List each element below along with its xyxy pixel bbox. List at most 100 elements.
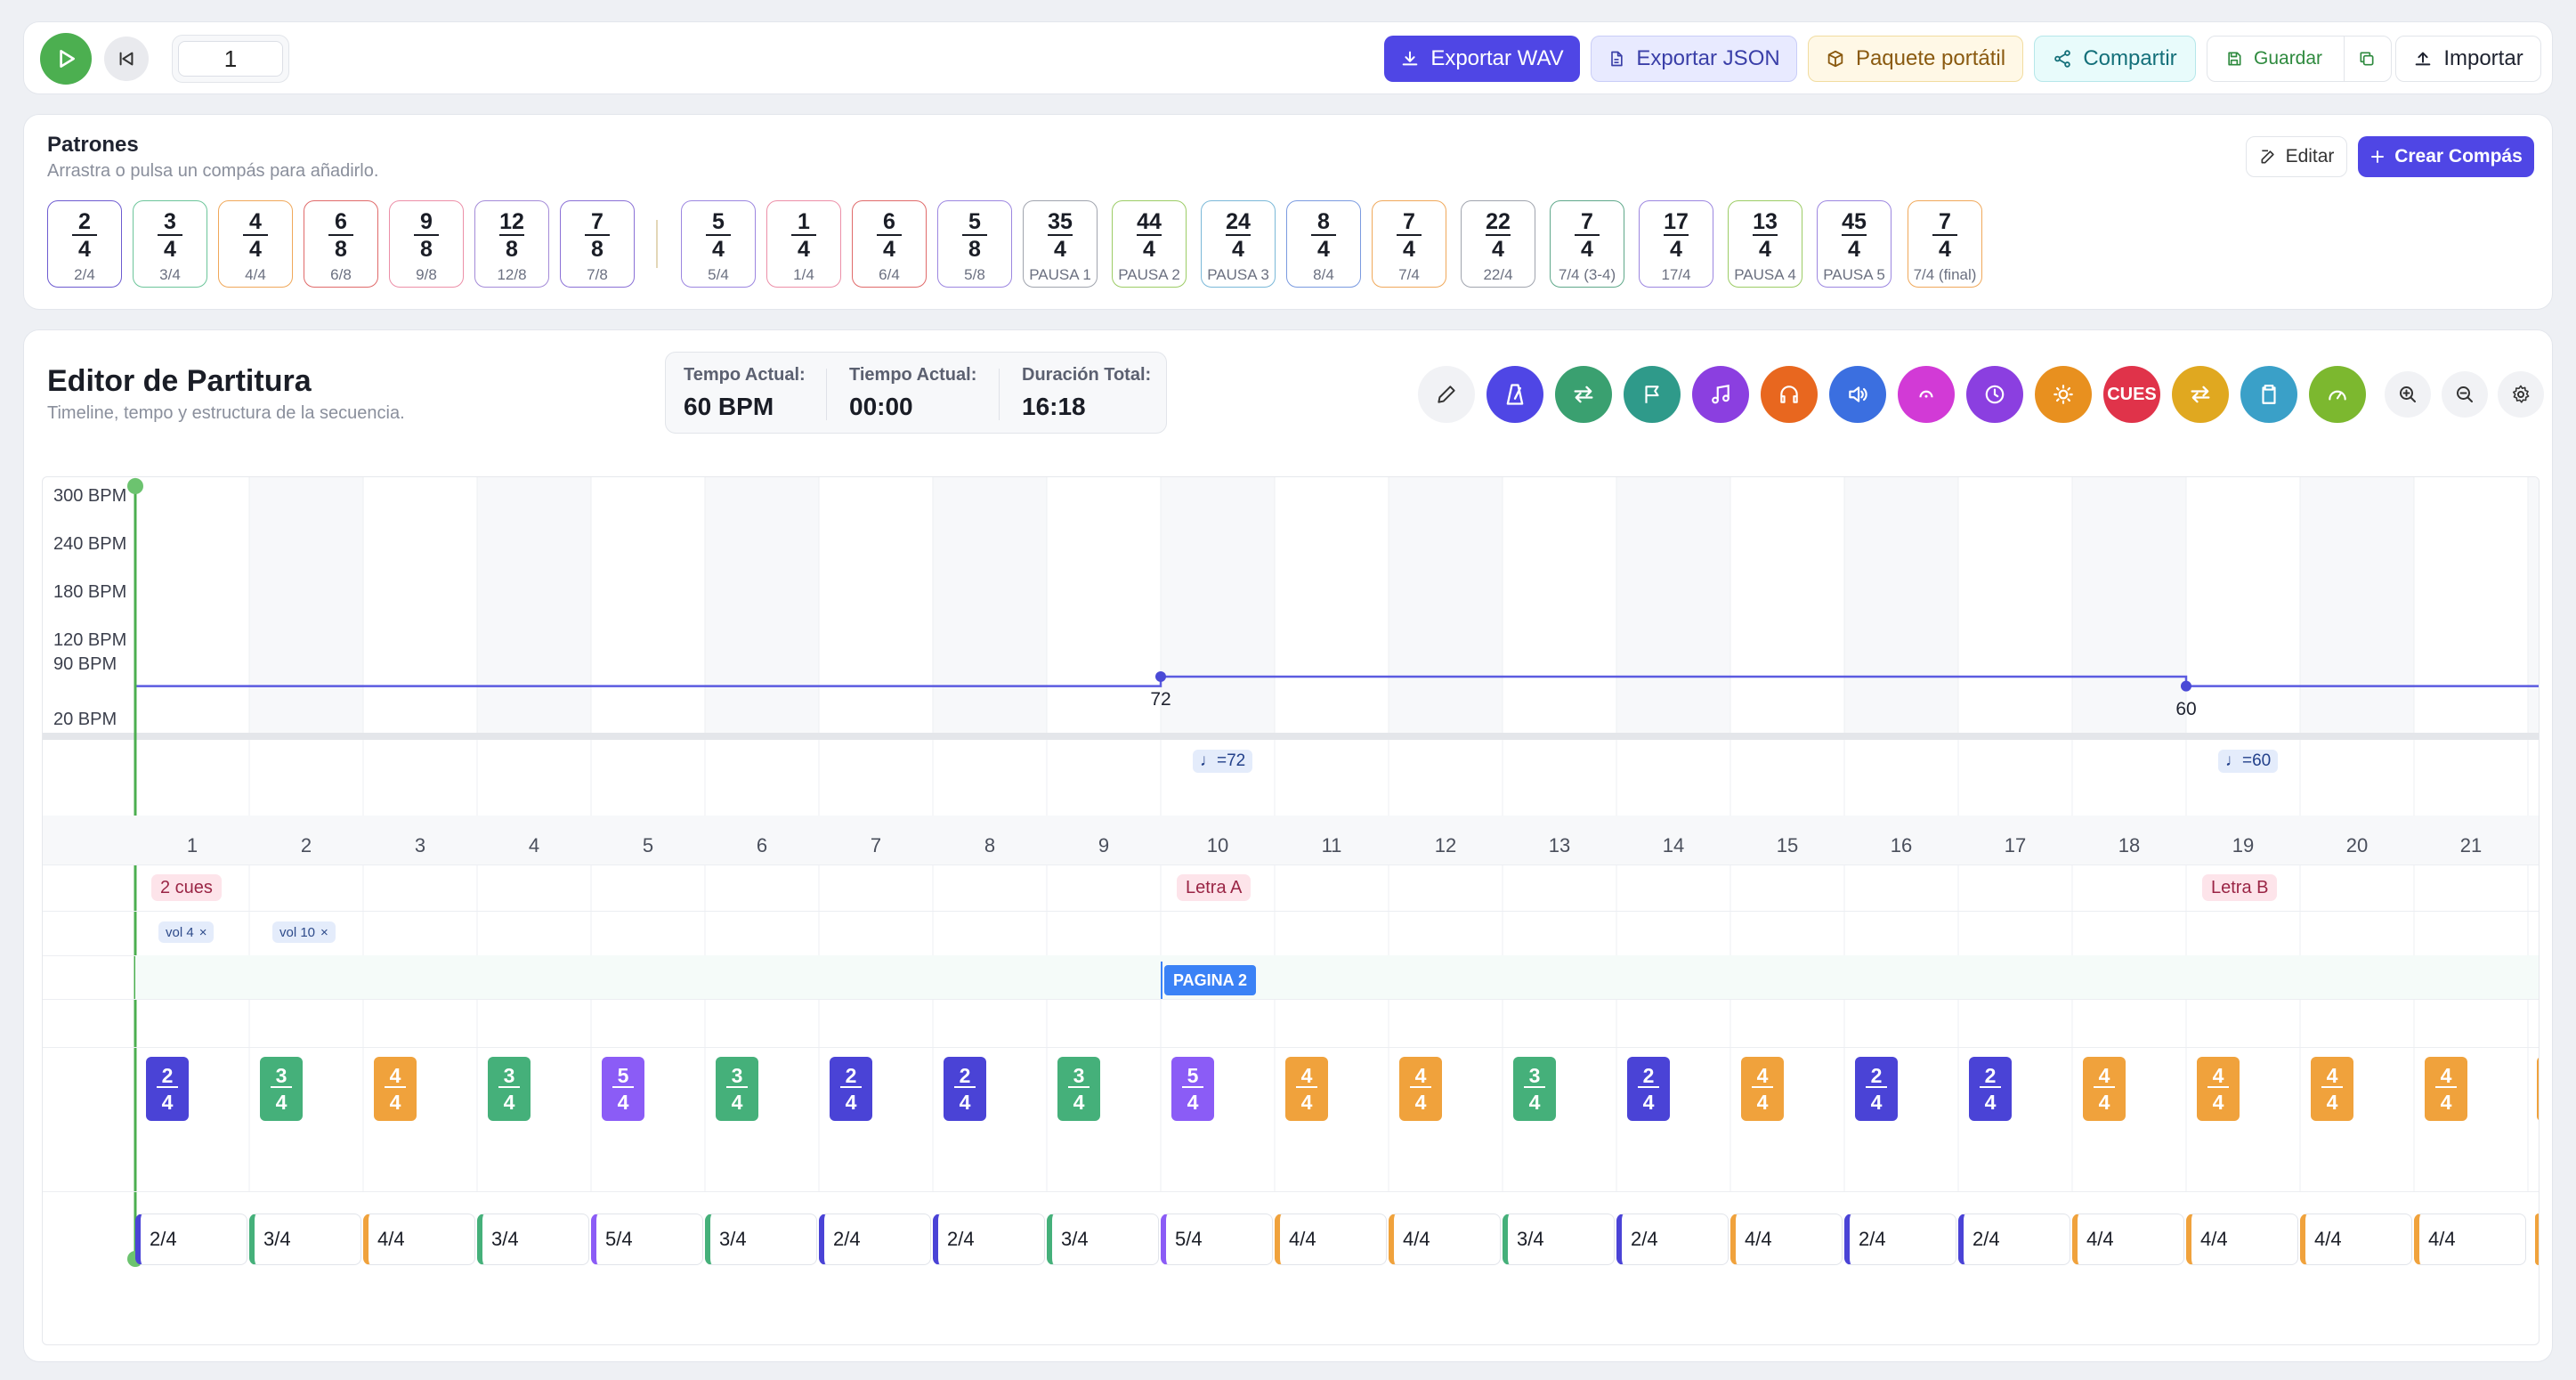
- pattern-card[interactable]: 35 4 PAUSA 1: [1023, 200, 1098, 288]
- bar-number[interactable]: 15: [1776, 834, 1799, 856]
- bar-number[interactable]: 18: [2118, 834, 2141, 856]
- pattern-card[interactable]: 17 4 17/4: [1639, 200, 1713, 288]
- bar-block[interactable]: 2/4: [819, 1214, 931, 1265]
- bar-block[interactable]: 3/4: [249, 1214, 361, 1265]
- settings-button[interactable]: [2498, 371, 2544, 418]
- clock-tool-button[interactable]: [1966, 366, 2023, 423]
- close-icon[interactable]: ×: [198, 924, 207, 940]
- bar-block[interactable]: 4/4: [363, 1214, 475, 1265]
- portable-package-button[interactable]: Paquete portátil: [1808, 36, 2023, 82]
- pattern-card[interactable]: 1 4 1/4: [766, 200, 841, 288]
- edit-patterns-button[interactable]: Editar: [2246, 136, 2347, 177]
- pattern-card[interactable]: 7 4 7/4 (3-4): [1550, 200, 1624, 288]
- bar-block[interactable]: 4/4: [2300, 1214, 2412, 1265]
- create-measure-button[interactable]: Crear Compás: [2358, 136, 2534, 177]
- pattern-card[interactable]: 22 4 22/4: [1461, 200, 1535, 288]
- marker-tool-button[interactable]: [1624, 366, 1681, 423]
- bar-block[interactable]: 4/4: [2072, 1214, 2184, 1265]
- pattern-card[interactable]: 5 8 5/8: [937, 200, 1012, 288]
- bar-block[interactable]: 2/4: [1844, 1214, 1956, 1265]
- volume-tool-button[interactable]: [1829, 366, 1886, 423]
- pattern-card[interactable]: 9 8 9/8: [389, 200, 464, 288]
- bar-number[interactable]: 4: [528, 834, 540, 856]
- bar-number[interactable]: 21: [2459, 834, 2483, 856]
- tempo-point[interactable]: [2181, 680, 2191, 692]
- light-tool-button[interactable]: [2035, 366, 2092, 423]
- speed-tool-button[interactable]: [2309, 366, 2366, 423]
- tempo-graph[interactable]: [43, 477, 2540, 1345]
- rehearsal-tag[interactable]: Letra B: [2202, 874, 2278, 901]
- bar-block[interactable]: 2/4: [1958, 1214, 2070, 1265]
- pattern-card[interactable]: 44 4 PAUSA 2: [1112, 200, 1187, 288]
- zoom-out-button[interactable]: [2442, 371, 2488, 418]
- bar-number[interactable]: 2: [300, 834, 312, 856]
- tempo-marker[interactable]: ♩=72: [1193, 750, 1253, 773]
- bar-number[interactable]: 14: [1662, 834, 1685, 856]
- bar-block[interactable]: 3/4: [705, 1214, 817, 1265]
- bar-block[interactable]: 3/4: [1047, 1214, 1159, 1265]
- note-tool-button[interactable]: [1692, 366, 1749, 423]
- pattern-card[interactable]: 45 4 PAUSA 5: [1817, 200, 1891, 288]
- pencil-tool-button[interactable]: [1418, 366, 1475, 423]
- zoom-in-button[interactable]: [2385, 371, 2431, 418]
- bar-number[interactable]: 13: [1548, 834, 1571, 856]
- bar-block[interactable]: 4/4: [2186, 1214, 2298, 1265]
- export-wav-button[interactable]: Exportar WAV: [1384, 36, 1580, 82]
- cues-tool-button[interactable]: CUES: [2103, 366, 2160, 423]
- bar-number[interactable]: 5: [642, 834, 654, 856]
- tempo-point[interactable]: [1155, 670, 1166, 682]
- pattern-card[interactable]: 3 4 3/4: [133, 200, 207, 288]
- repeat-tool-button[interactable]: [1555, 366, 1612, 423]
- pattern-card[interactable]: 12 8 12/8: [474, 200, 549, 288]
- bar-number[interactable]: 11: [1321, 834, 1342, 856]
- pattern-card[interactable]: 7 4 7/4 (final): [1908, 200, 1982, 288]
- pattern-card[interactable]: 6 8 6/8: [304, 200, 378, 288]
- pattern-card[interactable]: 6 4 6/4: [852, 200, 927, 288]
- timeline[interactable]: 300 BPM 240 BPM 180 BPM 120 BPM 90 BPM 20 BPM…: [42, 476, 2540, 1345]
- bar-block[interactable]: 2/4: [933, 1214, 1045, 1265]
- bar-number[interactable]: 6: [756, 834, 768, 856]
- pattern-card[interactable]: 7 4 7/4: [1372, 200, 1446, 288]
- playhead-handle-top[interactable]: [127, 478, 143, 494]
- play-button[interactable]: [40, 33, 92, 85]
- bar-block[interactable]: 5/4: [591, 1214, 703, 1265]
- bar-number[interactable]: 17: [2004, 834, 2027, 856]
- bar-number[interactable]: 7: [870, 834, 882, 856]
- bar-number[interactable]: 20: [2345, 834, 2369, 856]
- metronome-tool-button[interactable]: [1486, 366, 1543, 423]
- pattern-card[interactable]: 7 8 7/8: [560, 200, 635, 288]
- rehearsal-tag[interactable]: Letra A: [1177, 874, 1252, 901]
- bar-number[interactable]: 10: [1206, 834, 1229, 856]
- bar-block[interactable]: 4/4: [1730, 1214, 1843, 1265]
- rewind-button[interactable]: [104, 37, 149, 81]
- bar-number[interactable]: 8: [984, 834, 996, 856]
- audio-tool-button[interactable]: [1761, 366, 1818, 423]
- pattern-card[interactable]: 24 4 PAUSA 3: [1201, 200, 1276, 288]
- rehearsal-tag[interactable]: 2 cues: [151, 874, 222, 901]
- bar-block[interactable]: 2/4: [135, 1214, 247, 1265]
- share-button[interactable]: Compartir: [2034, 36, 2196, 82]
- export-json-button[interactable]: Exportar JSON: [1591, 36, 1797, 82]
- bar-block[interactable]: 4/4: [1389, 1214, 1501, 1265]
- bar-number-input[interactable]: [178, 41, 283, 77]
- duplicate-button[interactable]: [2349, 44, 2385, 74]
- bar-block[interactable]: 4/4: [1275, 1214, 1387, 1265]
- bar-number[interactable]: 16: [1890, 834, 1913, 856]
